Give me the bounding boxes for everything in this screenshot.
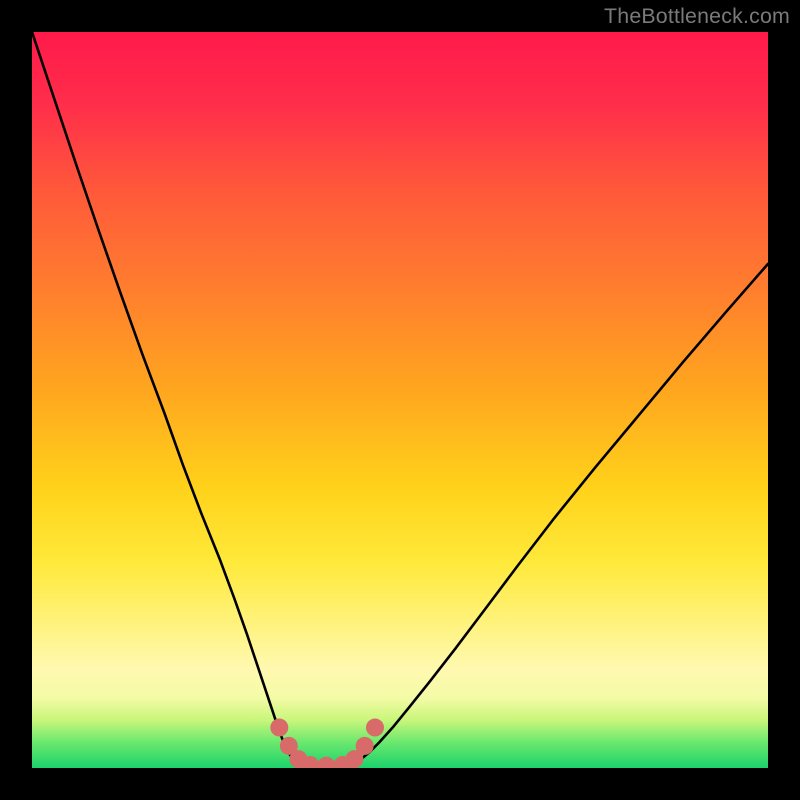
right-branch-curve [348, 264, 768, 764]
highlight-marker [356, 737, 374, 755]
highlight-marker [270, 719, 288, 737]
bottleneck-curve-chart [32, 32, 768, 768]
highlight-marker [317, 757, 335, 768]
highlight-marker [366, 719, 384, 737]
watermark-text: TheBottleneck.com [604, 4, 790, 29]
left-branch-curve [32, 32, 304, 764]
plot-area [32, 32, 768, 768]
highlight-markers [270, 719, 384, 768]
